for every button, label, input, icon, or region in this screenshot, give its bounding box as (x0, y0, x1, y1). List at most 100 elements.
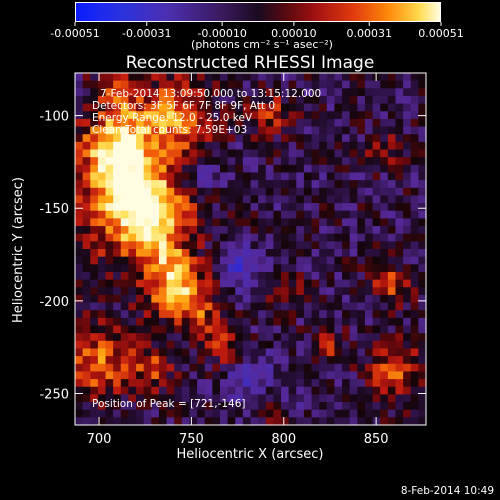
heatmap-cell (120, 271, 130, 281)
heatmap-cell (326, 271, 336, 281)
heatmap-cell (319, 256, 328, 265)
heatmap-cell (387, 310, 397, 319)
heatmap-cell (174, 417, 183, 426)
heatmap-cell (265, 294, 274, 304)
heatmap-cell (418, 409, 427, 418)
heatmap-cell (158, 310, 168, 319)
heatmap-cell (403, 302, 412, 311)
heatmap-cell (342, 157, 351, 166)
heatmap-cell (288, 317, 297, 327)
heatmap-cell (372, 103, 381, 112)
heatmap-cell (219, 279, 229, 288)
heatmap-cell (235, 187, 244, 197)
heatmap-cell (342, 310, 351, 319)
heatmap-cell (288, 310, 297, 319)
heatmap-cell (90, 157, 99, 166)
heatmap-cell (90, 80, 99, 89)
heatmap-cell (372, 126, 381, 135)
heatmap-cell (303, 371, 313, 380)
heatmap-cell (219, 80, 229, 89)
heatmap-cell (90, 317, 99, 327)
heatmap-cell (303, 218, 313, 227)
heatmap-cell (90, 141, 99, 151)
heatmap-cell (296, 394, 305, 403)
heatmap-cell (90, 241, 99, 250)
heatmap-cell (258, 88, 267, 97)
heatmap-cell (143, 356, 152, 365)
heatmap-cell (197, 88, 206, 97)
heatmap-cell (296, 333, 305, 342)
heatmap-cell (120, 294, 130, 304)
heatmap-cell (326, 111, 336, 120)
heatmap-cell (105, 333, 114, 342)
heatmap-cell (136, 386, 145, 395)
heatmap-cell (82, 340, 91, 350)
heatmap-cell (250, 226, 259, 235)
heatmap-cell (82, 287, 91, 296)
heatmap-cell (174, 88, 183, 97)
heatmap-cell (242, 287, 252, 296)
heatmap-cell (166, 80, 175, 89)
heatmap-cell (303, 157, 313, 166)
heatmap-cell (380, 256, 389, 265)
heatmap-cell (136, 134, 145, 143)
heatmap-cell (197, 203, 206, 212)
heatmap-cell (242, 340, 252, 350)
heatmap-cell (372, 279, 381, 288)
heatmap-cell (357, 310, 366, 319)
heatmap-cell (410, 409, 419, 418)
heatmap-cell (181, 394, 191, 403)
heatmap-cell (265, 264, 274, 273)
heatmap-cell (97, 111, 107, 120)
heatmap-cell (97, 310, 107, 319)
heatmap-cell (258, 233, 267, 242)
heatmap-cell (82, 356, 91, 365)
heatmap-cell (136, 356, 145, 365)
heatmap-cell (166, 157, 175, 166)
heatmap-cell (319, 195, 328, 204)
heatmap-cell (250, 210, 259, 219)
heatmap-cell (227, 95, 236, 105)
heatmap-cell (380, 111, 389, 120)
heatmap-cell (90, 203, 99, 212)
heatmap-cell (296, 409, 305, 418)
heatmap-cell (296, 348, 305, 357)
heatmap-cell (143, 379, 152, 388)
heatmap-cell (387, 340, 397, 350)
heatmap-cell (181, 325, 191, 334)
heatmap-cell (219, 203, 229, 212)
heatmap-cell (303, 256, 313, 265)
heatmap-cell (151, 402, 160, 411)
heatmap-cell (334, 363, 343, 373)
heatmap-cell (75, 294, 84, 304)
heatmap-cell (281, 409, 290, 418)
heatmap-cell (303, 386, 313, 395)
heatmap-cell (97, 95, 107, 105)
heatmap-cell (120, 95, 130, 105)
heatmap-cell (357, 333, 366, 342)
heatmap-cell (128, 149, 137, 158)
plot-frame (74, 72, 427, 426)
heatmap-cell (151, 73, 160, 82)
heatmap-cell (372, 164, 381, 174)
heatmap-cell (326, 394, 336, 403)
heatmap-cell (387, 203, 397, 212)
heatmap-cell (342, 195, 351, 204)
heatmap-cell (204, 363, 213, 373)
heatmap-cell (204, 172, 213, 181)
heatmap-cell (281, 111, 290, 120)
heatmap-cell (219, 310, 229, 319)
heatmap-cell (288, 325, 297, 334)
heatmap-cell (158, 126, 168, 135)
heatmap-cell (395, 118, 404, 128)
heatmap-cell (372, 134, 381, 143)
heatmap-cell (387, 256, 397, 265)
heatmap-cell (105, 118, 114, 128)
heatmap-cell (357, 88, 366, 97)
heatmap-cell (395, 287, 404, 296)
heatmap-cell (128, 317, 137, 327)
heatmap-cell (334, 203, 343, 212)
heatmap-cell (288, 333, 297, 342)
heatmap-cell (197, 195, 206, 204)
heatmap-cell (296, 241, 305, 250)
